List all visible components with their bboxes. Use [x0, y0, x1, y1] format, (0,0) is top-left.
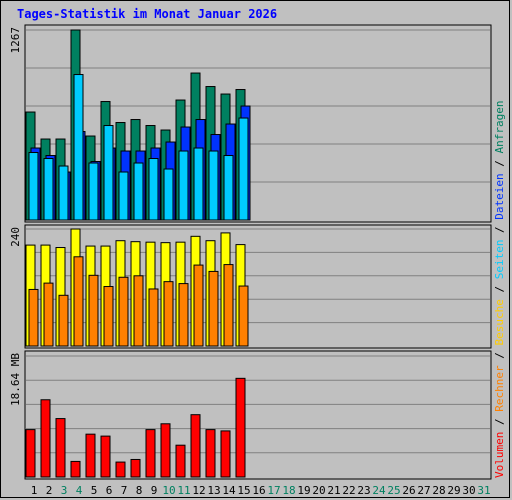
legend-item: /	[493, 226, 506, 239]
bar-rechner-day-7	[118, 276, 129, 347]
x-tick-label: 22	[342, 484, 355, 497]
x-tick-label: 24	[372, 484, 386, 497]
bar-seiten-day-1	[28, 152, 39, 221]
legend-item: Volumen	[493, 432, 506, 478]
bar-seiten-day-5	[88, 162, 99, 221]
bar-seiten-day-7	[118, 171, 129, 221]
bar-rechner-day-6	[103, 286, 114, 347]
bar-volumen-day-14	[220, 430, 231, 478]
x-tick-label: 23	[357, 484, 370, 497]
x-tick-label: 30	[462, 484, 475, 497]
bar-rechner-day-5	[88, 274, 99, 347]
x-tick-label: 10	[162, 484, 175, 497]
legend-item: /	[493, 160, 506, 173]
bar-volumen-day-13	[205, 429, 216, 478]
x-tick-label: 29	[447, 484, 460, 497]
x-tick-label: 31	[477, 484, 490, 497]
bar-rechner-day-1	[28, 288, 39, 347]
x-tick-label: 15	[237, 484, 250, 497]
y-max-label: 240	[9, 227, 22, 247]
bar-rechner-day-9	[148, 288, 159, 347]
bar-seiten-day-2	[43, 158, 54, 221]
bar-seiten-day-4	[73, 74, 84, 221]
bar-rechner-day-4	[73, 256, 84, 347]
legend-item: Dateien	[493, 173, 506, 226]
x-tick-label: 1	[31, 484, 38, 497]
legend-item: Seiten	[493, 240, 506, 286]
legend-item: /	[493, 352, 506, 365]
bar-seiten-day-10	[163, 168, 174, 221]
legend: Volumen / Rechner / Besuche / Seiten / D…	[493, 100, 506, 478]
x-tick-label: 19	[297, 484, 310, 497]
x-tick-label: 9	[151, 484, 158, 497]
bar-rechner-day-11	[178, 283, 189, 347]
x-tick-label: 26	[402, 484, 415, 497]
y-max-label: 1267	[9, 27, 22, 54]
x-tick-label: 7	[121, 484, 128, 497]
bar-volumen-day-1	[25, 429, 36, 478]
x-tick-label: 14	[222, 484, 236, 497]
x-tick-label: 28	[432, 484, 445, 497]
bar-rechner-day-8	[133, 275, 144, 347]
x-tick-label: 4	[76, 484, 83, 497]
bar-volumen-day-15	[235, 377, 246, 478]
bar-volumen-day-12	[190, 414, 201, 478]
bar-rechner-day-3	[58, 294, 69, 347]
x-tick-label: 13	[207, 484, 220, 497]
bar-rechner-day-14	[223, 264, 234, 347]
bar-rechner-day-12	[193, 264, 204, 347]
bar-seiten-day-15	[238, 117, 249, 221]
bar-seiten-day-12	[193, 147, 204, 221]
x-tick-label: 6	[106, 484, 113, 497]
legend-item: /	[493, 286, 506, 299]
x-tick-label: 18	[282, 484, 295, 497]
bar-volumen-day-8	[130, 458, 141, 478]
x-tick-label: 20	[312, 484, 325, 497]
bar-seiten-day-11	[178, 150, 189, 221]
x-tick-label: 3	[61, 484, 68, 497]
bar-seiten-day-9	[148, 158, 159, 221]
panel-1: 1267	[9, 24, 492, 223]
bar-volumen-day-11	[175, 444, 186, 478]
bar-seiten-day-8	[133, 162, 144, 221]
x-tick-label: 21	[327, 484, 340, 497]
bar-seiten-day-14	[223, 155, 234, 221]
bar-seiten-day-6	[103, 125, 114, 221]
panel-2: 240	[9, 224, 492, 349]
bar-rechner-day-10	[163, 281, 174, 347]
bar-rechner-day-13	[208, 270, 219, 347]
bar-rechner-day-2	[43, 282, 54, 347]
bar-volumen-day-6	[100, 435, 111, 478]
legend-item: Anfragen	[493, 100, 506, 160]
panel-3: 18.64 MB	[9, 350, 492, 480]
bar-seiten-day-3	[58, 165, 69, 221]
x-tick-label: 16	[252, 484, 265, 497]
x-tick-label: 2	[46, 484, 53, 497]
x-tick-label: 17	[267, 484, 280, 497]
chart-title: Tages-Statistik im Monat Januar 2026	[17, 7, 278, 21]
bar-volumen-day-9	[145, 429, 156, 478]
bar-rechner-day-15	[238, 285, 249, 347]
bar-volumen-day-7	[115, 461, 126, 478]
bar-volumen-day-4	[70, 460, 81, 478]
bar-seiten-day-13	[208, 150, 219, 221]
legend-item: Besuche	[493, 299, 506, 352]
bar-volumen-day-5	[85, 433, 96, 478]
x-tick-label: 5	[91, 484, 98, 497]
x-tick-label: 25	[387, 484, 400, 497]
legend-item: /	[493, 418, 506, 431]
x-tick-label: 27	[417, 484, 430, 497]
x-tick-label: 8	[136, 484, 143, 497]
bar-volumen-day-2	[40, 399, 51, 478]
x-tick-label: 12	[192, 484, 205, 497]
x-tick-label: 11	[177, 484, 190, 497]
bar-volumen-day-10	[160, 423, 171, 478]
bar-volumen-day-3	[55, 418, 66, 478]
y-max-label: 18.64 MB	[9, 353, 22, 406]
legend-item: Rechner	[493, 365, 506, 418]
